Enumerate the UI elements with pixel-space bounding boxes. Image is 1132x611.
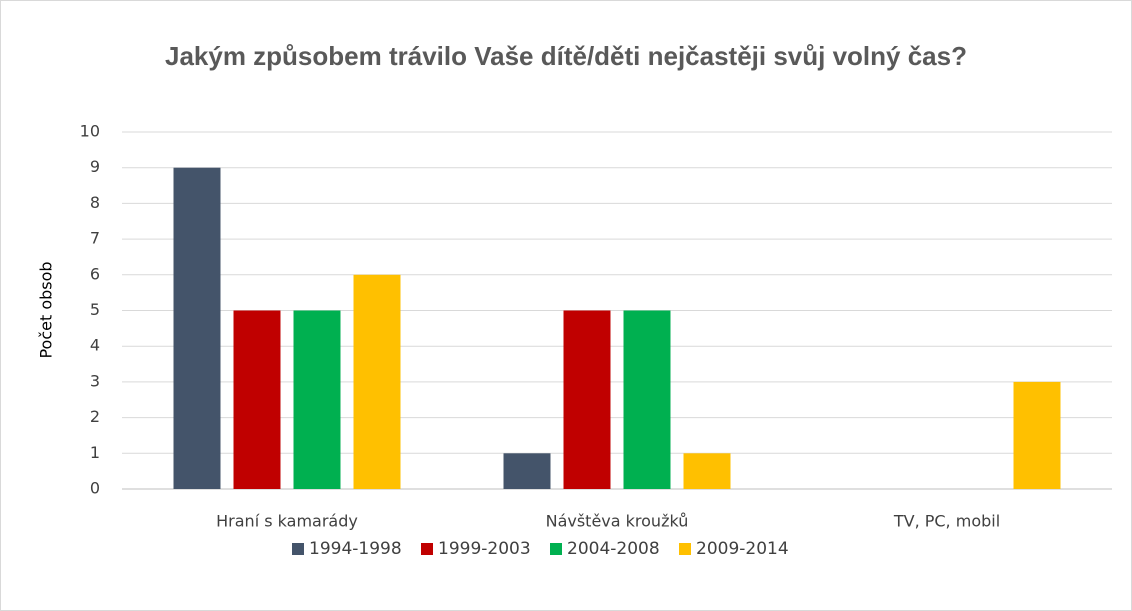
x-tick-label: Návštěva kroužků (546, 512, 689, 531)
bar (503, 453, 551, 489)
y-tick-label: 0 (90, 479, 100, 498)
y-tick-label: 5 (90, 300, 100, 319)
legend-swatch (421, 543, 433, 555)
bar (563, 310, 611, 489)
bar (233, 310, 281, 489)
chart-title: Jakým způsobem trávilo Vaše dítě/děti ne… (164, 41, 967, 71)
y-tick-label: 1 (90, 443, 100, 462)
legend-label: 1999-2003 (438, 539, 531, 559)
bar (1013, 381, 1061, 489)
bar (293, 310, 341, 489)
y-tick-label: 9 (90, 157, 100, 176)
y-tick-label: 4 (90, 336, 100, 355)
y-axis-label: Počet obsob (37, 261, 56, 358)
y-tick-label: 8 (90, 193, 100, 212)
legend-label: 2004-2008 (567, 539, 660, 559)
y-tick-label: 10 (80, 122, 100, 141)
legend-label: 1994-1998 (309, 539, 402, 559)
bar (173, 167, 221, 489)
x-tick-label: TV, PC, mobil (893, 512, 1000, 531)
y-tick-label: 2 (90, 407, 100, 426)
bar (683, 453, 731, 489)
legend-swatch (550, 543, 562, 555)
legend-swatch (679, 543, 691, 555)
y-tick-label: 6 (90, 264, 100, 283)
y-tick-label: 7 (90, 229, 100, 248)
bar (353, 274, 401, 489)
legend-label: 2009-2014 (696, 539, 789, 559)
legend-swatch (292, 543, 304, 555)
y-tick-label: 3 (90, 371, 100, 390)
bar (623, 310, 671, 489)
x-tick-label: Hraní s kamarády (216, 512, 358, 531)
